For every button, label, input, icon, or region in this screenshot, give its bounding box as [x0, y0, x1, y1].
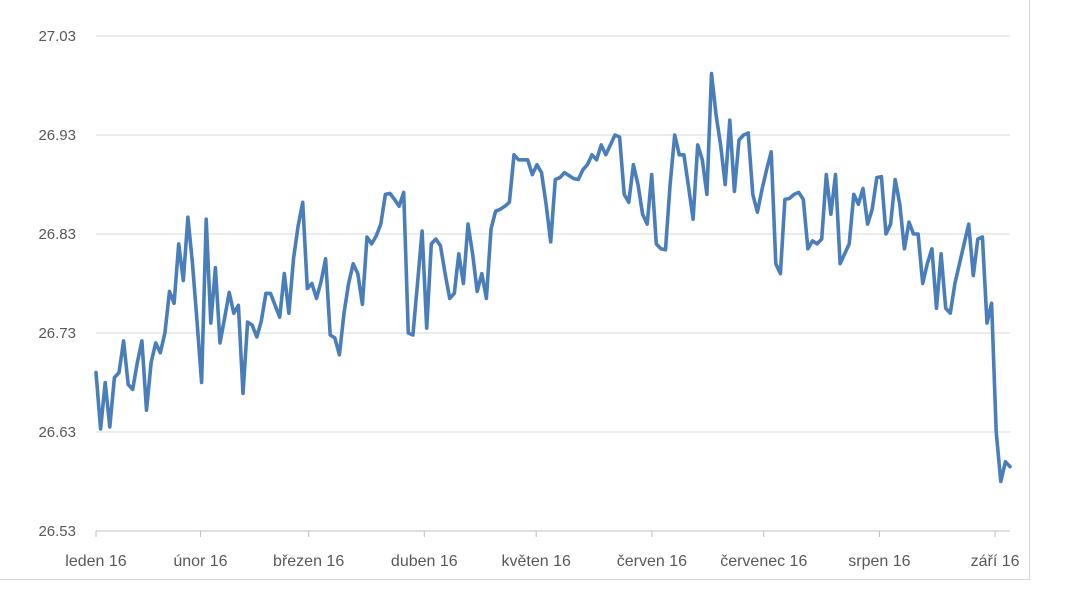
- y-tick-label: 26.53: [38, 523, 76, 540]
- x-tick-label-cerven: červen 16: [617, 553, 687, 570]
- x-tick-label-duben: duben 16: [391, 553, 458, 570]
- x-tick-label-unor: únor 16: [173, 553, 227, 570]
- y-tick-label: 26.83: [38, 226, 76, 243]
- y-tick-label: 26.93: [38, 127, 76, 144]
- chart-frame: [0, 0, 1030, 580]
- x-tick-label-leden: leden 16: [65, 553, 126, 570]
- x-tick-label-zari: září 16: [971, 553, 1020, 570]
- y-tick-label: 27.03: [38, 28, 76, 45]
- x-tick-label-srpen: srpen 16: [848, 553, 910, 570]
- y-tick-label: 26.73: [38, 325, 76, 342]
- y-tick-label: 26.63: [38, 424, 76, 441]
- x-tick-label-cervenec: červenec 16: [720, 553, 807, 570]
- x-axis-tick-marks: [95, 531, 996, 537]
- x-tick-label-kveten: květen 16: [502, 553, 571, 570]
- y-axis-tick-labels: 26.53 26.63 26.73 26.83 26.93 27.03: [38, 28, 76, 540]
- x-axis-tick-labels: leden 16 únor 16 březen 16 duben 16 květ…: [65, 553, 1019, 570]
- series-line: [94, 71, 1012, 484]
- x-tick-label-brezen: březen 16: [273, 553, 344, 570]
